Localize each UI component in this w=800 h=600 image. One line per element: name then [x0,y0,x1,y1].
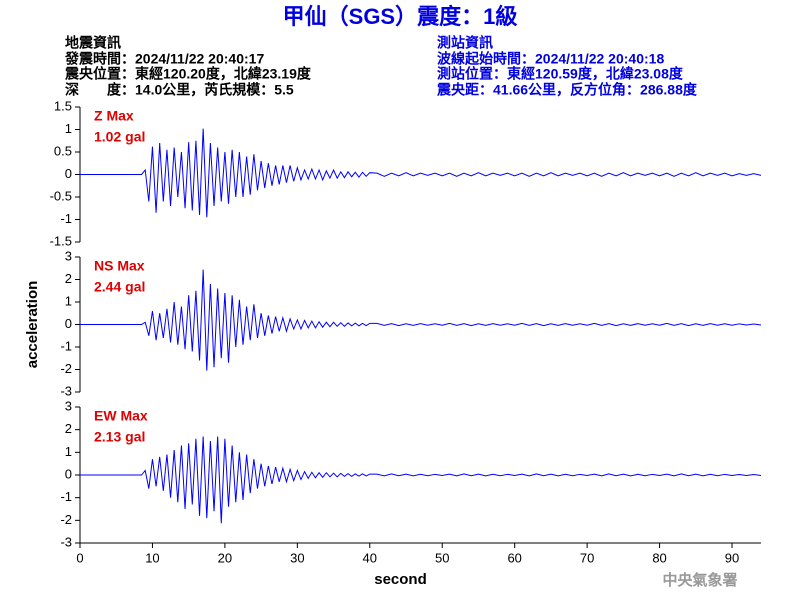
trace-line [80,128,762,218]
y-tick-label: -2 [60,512,72,527]
y-tick-label: -1 [60,489,72,504]
info-line: 震央距：41.66公里，反方位角：286.88度 [436,82,698,98]
y-tick-label: -1 [60,338,72,353]
y-tick-label: 3 [65,248,72,263]
y-tick-label: -0.5 [50,188,72,203]
y-tick-label: -3 [60,383,72,398]
x-tick-label: 40 [363,550,377,565]
y-tick-label: 0 [65,466,72,481]
max-label: NS Max [94,258,145,274]
x-tick-label: 60 [507,550,521,565]
info-line: 深 度：14.0公里，芮氏規模：5.5 [65,82,294,98]
trace-line [80,269,762,371]
y-axis-label: acceleration [24,281,41,369]
y-tick-label: 1.5 [54,98,72,113]
max-value: 1.02 gal [94,129,145,145]
y-tick-label: -1 [60,211,72,226]
max-label: Z Max [94,108,134,124]
chart-title: 甲仙（SGS）震度：1級 [283,4,518,29]
y-tick-label: 3 [65,398,72,413]
x-axis-label: second [374,571,427,588]
y-tick-label: 1 [65,444,72,459]
y-tick-label: 2 [65,421,72,436]
x-tick-label: 20 [218,550,232,565]
y-tick-label: 1 [65,293,72,308]
y-tick-label: 2 [65,271,72,286]
y-tick-label: 0 [65,166,72,181]
y-tick-label: 1 [65,121,72,136]
info-line: 發震時間：2024/11/22 20:40:17 [64,51,264,67]
max-value: 2.13 gal [94,429,145,445]
info-line: 地震資訊 [65,35,121,51]
y-tick-label: -2 [60,361,72,376]
x-tick-label: 80 [652,550,666,565]
x-tick-label: 0 [76,550,83,565]
max-value: 2.44 gal [94,279,145,295]
x-tick-label: 90 [725,550,739,565]
y-tick-label: -3 [60,534,72,549]
info-line: 震央位置：東經120.20度，北緯23.19度 [64,66,312,82]
y-tick-label: 0.5 [54,143,72,158]
y-tick-label: -1.5 [50,233,72,248]
info-line: 測站位置：東經120.59度，北緯23.08度 [437,66,684,82]
y-tick-label: 0 [65,316,72,331]
trace-line [80,436,762,524]
x-tick-label: 30 [290,550,304,565]
info-line: 波線起始時間：2024/11/22 20:40:18 [437,51,664,67]
x-tick-label: 70 [580,550,594,565]
footer: 中央氣象署 [662,571,737,589]
x-tick-label: 50 [435,550,449,565]
x-tick-label: 10 [145,550,159,565]
info-line: 測站資訊 [437,35,493,51]
max-label: EW Max [94,408,148,424]
